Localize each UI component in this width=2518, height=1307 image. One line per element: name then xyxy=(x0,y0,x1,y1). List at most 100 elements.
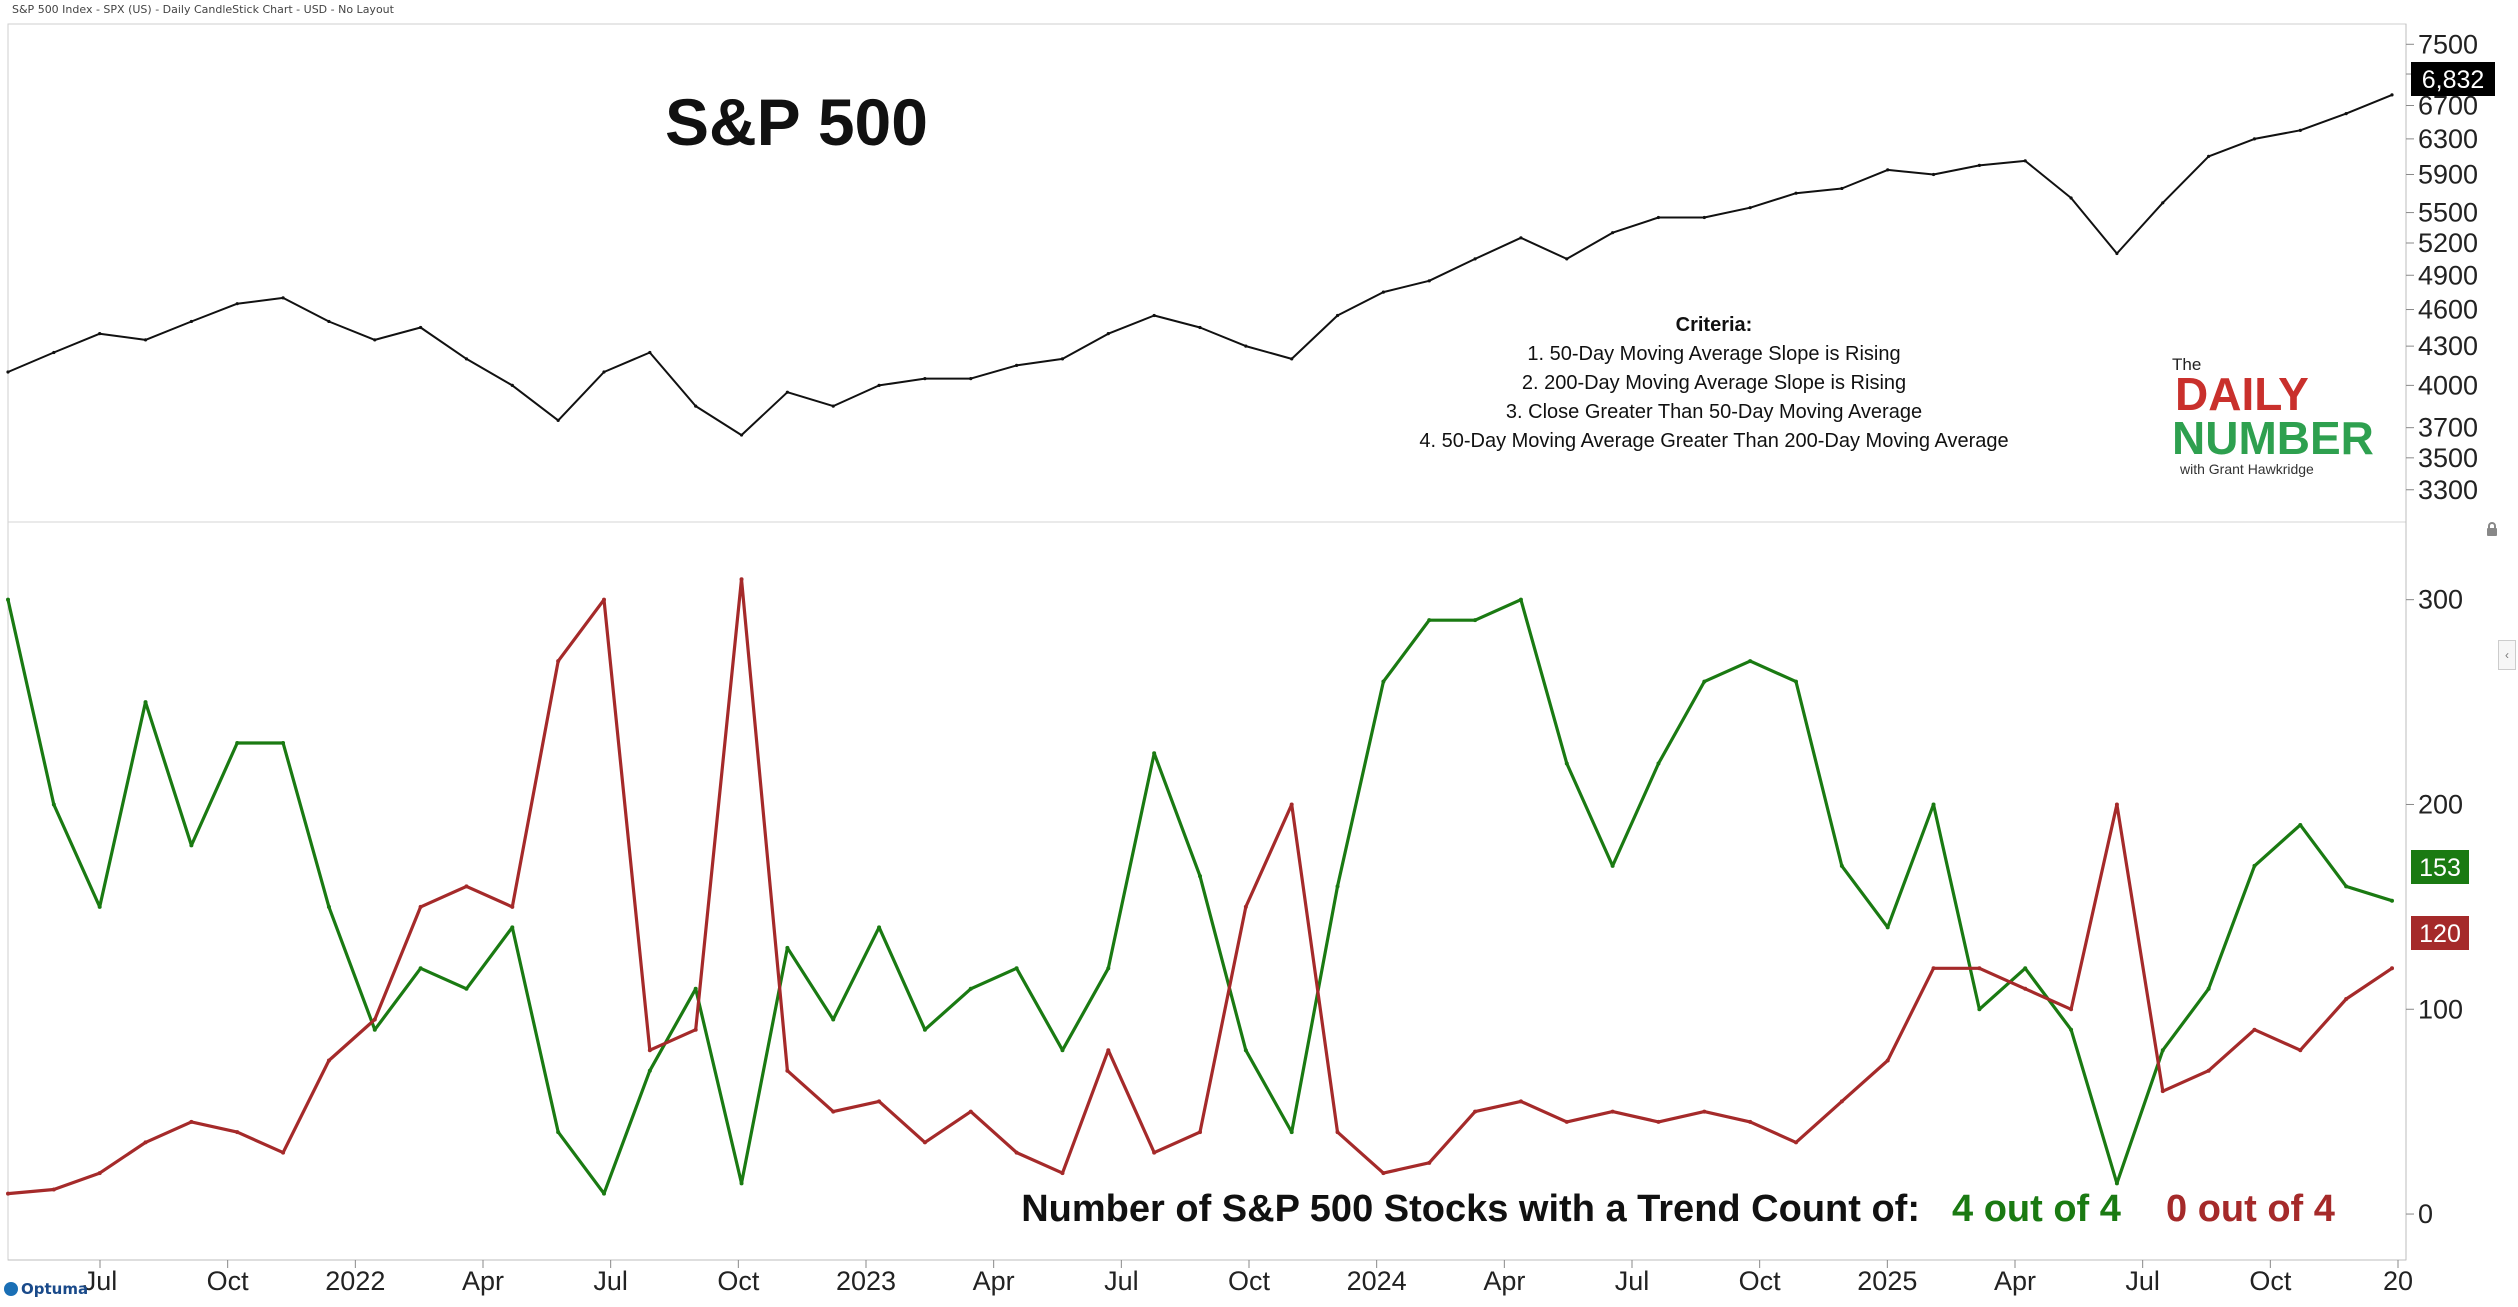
trend-0-of-4-point xyxy=(326,1058,331,1063)
price-y-tick-label: 3300 xyxy=(2418,475,2478,505)
bottom-legend: Number of S&P 500 Stocks with a Trend Co… xyxy=(1021,1188,2335,1230)
daily-number-logo: The DAILY NUMBER with Grant Hawkridge xyxy=(2172,355,2374,477)
price-point xyxy=(1381,290,1385,294)
trend-0-of-4-point xyxy=(1060,1171,1065,1176)
trend-4-of-4-point xyxy=(2298,822,2303,827)
trend-0-of-4-point xyxy=(6,1191,10,1196)
trend-4-of-4-point xyxy=(1060,1048,1065,1053)
green-last-value: 153 xyxy=(2419,854,2461,882)
price-point xyxy=(1565,257,1569,261)
price-point xyxy=(1290,357,1294,361)
price-point xyxy=(1427,279,1431,283)
criteria-item-1: 1. 50-Day Moving Average Slope is Rising xyxy=(1527,343,1900,365)
trend-0-of-4-point xyxy=(1518,1099,1523,1104)
x-tick-label: 2022 xyxy=(325,1266,385,1296)
x-tick-label: Oct xyxy=(2249,1266,2292,1296)
trend-0-of-4-point xyxy=(2206,1068,2211,1073)
x-tick-label: Jul xyxy=(1104,1266,1139,1296)
price-point xyxy=(1886,168,1890,172)
criteria-item-2: 2. 200-Day Moving Average Slope is Risin… xyxy=(1522,372,1906,394)
trend-0-of-4-point xyxy=(51,1187,56,1192)
logo-the: The xyxy=(2172,355,2201,374)
trend-4-of-4-point xyxy=(1289,1130,1294,1135)
x-tick-label: Oct xyxy=(207,1266,250,1296)
trend-4-of-4-point xyxy=(2023,966,2028,971)
green-last-badge: 153 xyxy=(2411,850,2469,884)
trend-4-of-4-point xyxy=(418,966,423,971)
red-last-value: 120 xyxy=(2419,920,2461,948)
optuma-logo-icon xyxy=(4,1282,18,1296)
trend-0-of-4-point xyxy=(556,659,561,664)
price-point xyxy=(464,357,469,361)
trend-4-of-4-point xyxy=(2206,986,2211,991)
price-point xyxy=(648,350,652,355)
trend-4-of-4-point xyxy=(2114,1181,2119,1186)
logo-number: NUMBER xyxy=(2172,412,2374,464)
trend-0-of-4-point xyxy=(2298,1048,2303,1053)
x-tick-label: 20 xyxy=(2383,1266,2413,1296)
trend-4-of-4-point xyxy=(2252,863,2257,868)
price-point xyxy=(510,383,514,387)
trend-0-of-4-point xyxy=(143,1140,148,1145)
trend-4-of-4-point xyxy=(785,945,790,950)
trend-0-of-4-point xyxy=(464,884,469,889)
trend-0-of-4-point xyxy=(693,1027,698,1032)
trend-0-of-4-point xyxy=(1656,1119,1661,1124)
price-point xyxy=(1106,332,1110,336)
x-axis-ticks: Jul Oct 2022 Apr Jul Oct 2023 Apr Jul Oct 2024 Apr J… xyxy=(83,1260,2413,1296)
price-chart-title: S&P 500 xyxy=(665,85,928,159)
trend-4-of-4-point xyxy=(143,700,148,705)
trend-0-of-4-point xyxy=(1427,1160,1432,1165)
trend-0-of-4-point xyxy=(2390,966,2394,971)
trend-4-of-4-point xyxy=(2160,1048,2165,1053)
trend-4-of-4-point xyxy=(556,1130,561,1135)
trend-4-of-4-point xyxy=(1427,618,1432,623)
logo-daily: DAILY xyxy=(2175,368,2309,420)
trend-4-of-4-point xyxy=(1106,966,1111,971)
trend-0-of-4-point xyxy=(2023,986,2028,991)
x-tick-label: Jul xyxy=(83,1266,118,1296)
trend-0-of-4-point xyxy=(281,1150,286,1155)
x-tick-label: Apr xyxy=(1994,1266,2036,1296)
trend-0-of-4-point xyxy=(1702,1109,1707,1114)
price-point xyxy=(2344,112,2348,116)
trend-4-of-4-point xyxy=(922,1027,927,1032)
trend-4-of-4-point xyxy=(1839,863,1844,868)
trend-0-of-4-point xyxy=(1885,1058,1890,1063)
price-point xyxy=(1656,215,1661,220)
trend-4-of-4-point xyxy=(1243,1048,1248,1053)
price-point xyxy=(969,377,973,381)
price-y-tick-label: 5900 xyxy=(2418,159,2478,189)
trend-0-of-4-point xyxy=(189,1119,194,1124)
trend-0-of-4-point xyxy=(1243,904,1248,909)
price-point xyxy=(281,296,285,300)
count-series-group xyxy=(6,577,2394,1196)
panel-collapse-arrow-icon[interactable]: ‹ xyxy=(2498,640,2516,670)
trend-0-of-4-point xyxy=(1748,1119,1753,1124)
criteria-item-4: 4. 50-Day Moving Average Greater Than 20… xyxy=(1419,430,2008,452)
price-point xyxy=(923,377,927,381)
price-point xyxy=(2298,128,2302,132)
trend-0-of-4-point xyxy=(2252,1027,2257,1032)
price-point xyxy=(235,302,239,306)
price-point xyxy=(1977,163,1981,167)
price-y-tick-label: 5200 xyxy=(2418,228,2478,258)
price-point xyxy=(785,390,789,394)
lock-icon[interactable] xyxy=(2484,521,2500,537)
price-last-value: 6,832 xyxy=(2422,66,2485,94)
count-y-tick-label: 300 xyxy=(2418,585,2463,615)
price-point xyxy=(694,404,698,408)
price-y-tick-label: 4300 xyxy=(2418,331,2478,361)
trend-0-of-4-point xyxy=(1977,966,1982,971)
trend-0-of-4-point xyxy=(1931,966,1936,971)
trend-0-of-4-point xyxy=(1106,1048,1111,1053)
price-point xyxy=(1015,363,1019,367)
trend-4-of-4-point xyxy=(1931,802,1936,807)
trend-4-of-4-point xyxy=(1014,966,1019,971)
trend-0-of-4-point xyxy=(1381,1171,1386,1176)
trend-4-of-4-point xyxy=(1748,659,1753,664)
trend-0-of-4-point xyxy=(2069,1007,2074,1012)
trend-4-of-4-point xyxy=(281,741,286,746)
trend-4-of-4-point xyxy=(510,925,515,930)
price-point xyxy=(2252,137,2257,141)
